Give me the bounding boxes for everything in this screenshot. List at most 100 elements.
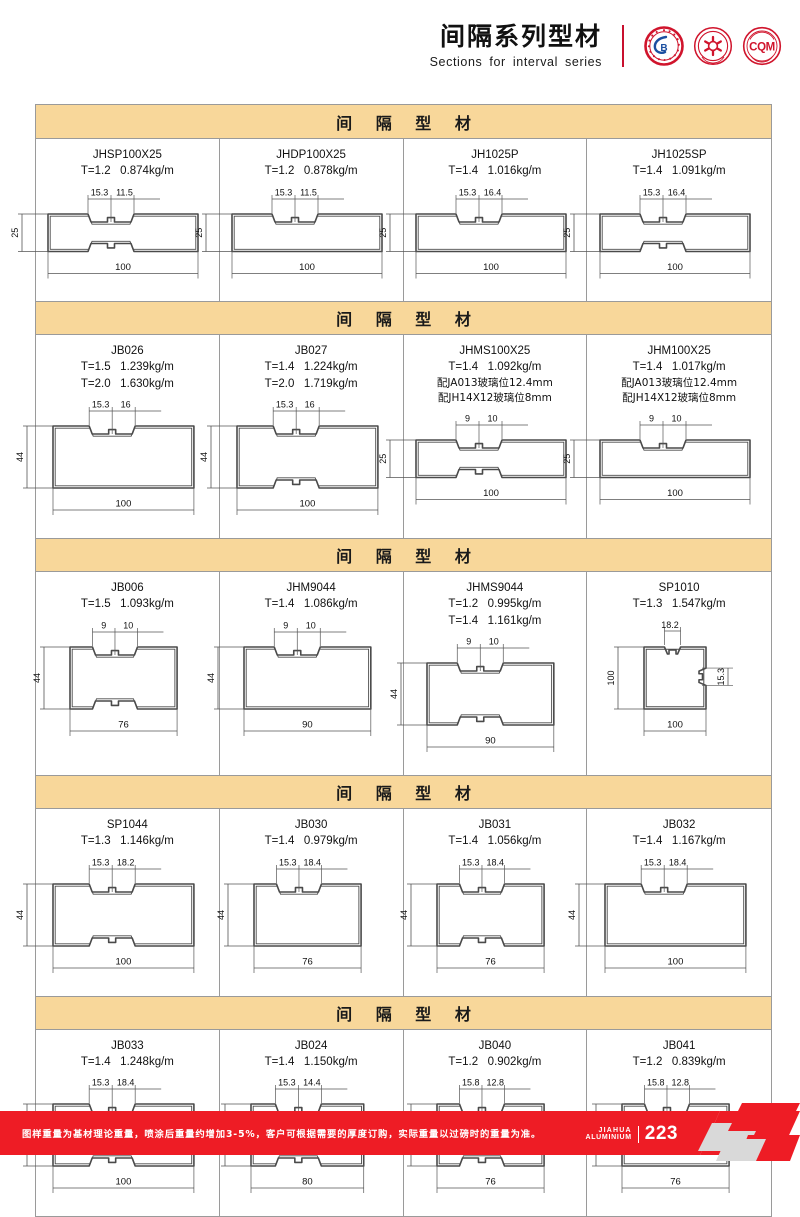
svg-text:9: 9 bbox=[465, 413, 470, 423]
svg-text:18.4: 18.4 bbox=[669, 857, 687, 867]
page-footer: 图样重量为基材理论重量，喷涂后重量约增加3-5%，客户可根据需要的厚度订购，实际… bbox=[0, 1099, 800, 1167]
section-band-2: 间 隔 型 材 bbox=[36, 301, 771, 336]
svg-text:100: 100 bbox=[115, 499, 131, 510]
svg-text:15.3: 15.3 bbox=[92, 1078, 110, 1088]
brand-name-cn: JIAHUA bbox=[598, 1126, 632, 1134]
profile-cell-JHMS9044[interactable]: JHMS9044 T=1.2 0.995kg/m T=1.4 1.161kg/m 9 1… bbox=[389, 572, 588, 776]
svg-text:25: 25 bbox=[378, 227, 388, 237]
svg-text:B: B bbox=[660, 43, 667, 54]
profile-code: JHDP100X25 bbox=[276, 149, 346, 161]
certification-seals: B CQM bbox=[644, 26, 782, 66]
svg-text:18.2: 18.2 bbox=[117, 857, 135, 867]
svg-text:44: 44 bbox=[216, 910, 226, 920]
profile-cross-section-drawing: 15.3 11.5 25 100 bbox=[6, 184, 248, 296]
profile-code: JB030 bbox=[294, 819, 328, 832]
profile-cross-section-drawing: 15.3 18.2 44 100 bbox=[11, 854, 244, 990]
svg-text:16.4: 16.4 bbox=[668, 187, 686, 197]
profile-cell-JH1025SP[interactable]: JH1025SP T=1.4 1.091kg/m 15.3 16.4 25 100 bbox=[562, 139, 771, 301]
svg-text:15.3: 15.3 bbox=[91, 187, 109, 197]
profile-row: JHSP100X25 T=1.2 0.874kg/m 15.3 11.5 25 100 JH… bbox=[10, 139, 771, 302]
section-band-label: 间 隔 型 材 bbox=[336, 784, 480, 804]
svg-text:18.2: 18.2 bbox=[661, 620, 679, 630]
svg-text:76: 76 bbox=[486, 956, 497, 967]
svg-text:16: 16 bbox=[304, 400, 314, 410]
svg-text:12.8: 12.8 bbox=[671, 1078, 689, 1088]
profile-note-2: 配JH14X12玻璃位8mm bbox=[437, 391, 552, 404]
profile-spec-secondary: T=1.4 1.161kg/m bbox=[448, 614, 542, 627]
profile-cross-section-drawing: 9 10 44 90 bbox=[385, 633, 604, 769]
profile-cross-section-drawing: 15.3 18.4 44 76 bbox=[395, 854, 594, 990]
svg-text:90: 90 bbox=[302, 719, 313, 730]
profile-cell-JB006[interactable]: JB006 T=1.5 1.093kg/m 9 10 44 76 bbox=[32, 572, 220, 776]
profile-code: JH1025P bbox=[471, 149, 519, 161]
gb-certification-seal-icon: B bbox=[644, 26, 684, 66]
profile-code: JB040 bbox=[478, 1039, 512, 1052]
profile-code: JB032 bbox=[662, 819, 696, 832]
profile-labels: JB033 T=1.4 1.248kg/m bbox=[81, 1038, 174, 1071]
profile-cell-SP1010[interactable]: SP1010 T=1.3 1.547kg/m 18.2 15.3 100 100 bbox=[587, 572, 771, 775]
header-title-block: 间隔系列型材 Sections for interval series bbox=[430, 22, 602, 69]
profile-spec: T=1.4 1.091kg/m bbox=[632, 165, 726, 178]
profile-cell-JHM9044[interactable]: JHM9044 T=1.4 1.086kg/m 9 10 44 90 bbox=[206, 572, 404, 776]
svg-text:25: 25 bbox=[194, 227, 204, 237]
profile-labels: JHSP100X25 T=1.2 0.874kg/m bbox=[81, 147, 174, 180]
brand-separator bbox=[637, 1125, 639, 1143]
svg-text:44: 44 bbox=[199, 452, 209, 462]
profile-code: JB024 bbox=[294, 1039, 328, 1052]
profile-cell-JB030[interactable]: JB030 T=1.4 0.979kg/m 15.3 18.4 44 76 bbox=[216, 809, 404, 996]
profile-labels: JHM100X25 T=1.4 1.017kg/m 配JA013玻璃位12.4mm 配… bbox=[621, 343, 737, 405]
svg-text:14.4: 14.4 bbox=[303, 1078, 321, 1088]
svg-text:76: 76 bbox=[670, 1177, 681, 1188]
profile-spec-secondary: T=2.0 1.630kg/m bbox=[80, 377, 174, 390]
section-band-4: 间 隔 型 材 bbox=[36, 775, 771, 810]
svg-text:9: 9 bbox=[101, 620, 106, 630]
svg-text:12.8: 12.8 bbox=[487, 1078, 505, 1088]
svg-text:100: 100 bbox=[115, 956, 131, 967]
svg-text:16.4: 16.4 bbox=[484, 187, 502, 197]
svg-text:9: 9 bbox=[283, 620, 288, 630]
profile-spec: T=1.4 1.167kg/m bbox=[632, 835, 726, 848]
profile-labels: JHMS9044 T=1.2 0.995kg/m T=1.4 1.161kg/m bbox=[448, 580, 541, 629]
profile-spec: T=1.4 1.016kg/m bbox=[448, 165, 542, 178]
profile-spec: T=1.4 1.224kg/m bbox=[264, 361, 358, 374]
profile-cell-JB026[interactable]: JB026 T=1.5 1.239kg/m T=2.0 1.630kg/m 15.3 1… bbox=[15, 335, 220, 539]
footer-disclaimer: 图样重量为基材理论重量，喷涂后重量约增加3-5%，客户可根据需要的厚度订购，实际… bbox=[22, 1129, 542, 1140]
svg-text:100: 100 bbox=[115, 1177, 131, 1188]
profile-cell-JH1025P[interactable]: JH1025P T=1.4 1.016kg/m 15.3 16.4 25 100 bbox=[378, 139, 588, 302]
profile-cell-SP1044[interactable]: SP1044 T=1.3 1.146kg/m 15.3 18.2 44 100 bbox=[15, 809, 220, 996]
profile-labels: JHMS100X25 T=1.4 1.092kg/m 配JA013玻璃位12.4mm… bbox=[437, 343, 553, 405]
profile-cell-JHSP100X25[interactable]: JHSP100X25 T=1.2 0.874kg/m 15.3 11.5 25 100 bbox=[10, 139, 220, 302]
profile-code: JH1025SP bbox=[651, 149, 707, 161]
profile-spec: T=1.2 0.878kg/m bbox=[264, 165, 358, 178]
profile-cell-JHDP100X25[interactable]: JHDP100X25 T=1.2 0.878kg/m 15.3 11.5 25 100 bbox=[194, 139, 404, 302]
svg-text:100: 100 bbox=[483, 488, 499, 499]
svg-text:25: 25 bbox=[378, 453, 388, 463]
profile-labels: JB030 T=1.4 0.979kg/m bbox=[265, 817, 358, 850]
svg-text:25: 25 bbox=[562, 227, 572, 237]
profile-cross-section-drawing: 9 10 25 100 bbox=[558, 410, 800, 522]
svg-text:100: 100 bbox=[667, 488, 683, 499]
profile-code: JHM9044 bbox=[286, 582, 336, 595]
svg-text:18.4: 18.4 bbox=[487, 857, 505, 867]
profile-cell-JB027[interactable]: JB027 T=1.4 1.224kg/m T=2.0 1.719kg/m 15.3 1… bbox=[199, 335, 404, 539]
profile-labels: JB031 T=1.4 1.056kg/m bbox=[448, 817, 541, 850]
profile-spec: T=1.5 1.239kg/m bbox=[80, 361, 174, 374]
page-header: 间隔系列型材 Sections for interval series bbox=[0, 0, 800, 92]
svg-text:44: 44 bbox=[567, 910, 577, 920]
svg-text:15.3: 15.3 bbox=[459, 187, 477, 197]
profile-labels: JB027 T=1.4 1.224kg/m T=2.0 1.719kg/m bbox=[265, 343, 358, 392]
profile-spec: T=1.5 1.093kg/m bbox=[80, 598, 174, 611]
profile-cell-JHMS100X25[interactable]: JHMS100X25 T=1.4 1.092kg/m 配JA013玻璃位12.4mm… bbox=[378, 335, 588, 539]
section-band-label: 间 隔 型 材 bbox=[336, 310, 480, 330]
profile-cell-JB032[interactable]: JB032 T=1.4 1.167kg/m 15.3 18.4 44 100 bbox=[567, 809, 771, 996]
profile-code: JHSP100X25 bbox=[92, 149, 162, 161]
profile-labels: JB024 T=1.4 1.150kg/m bbox=[265, 1038, 358, 1071]
profile-labels: JB032 T=1.4 1.167kg/m bbox=[633, 817, 726, 850]
svg-text:18.4: 18.4 bbox=[117, 1078, 135, 1088]
profile-code: SP1044 bbox=[106, 819, 148, 832]
profile-labels: JHDP100X25 T=1.2 0.878kg/m bbox=[265, 147, 358, 180]
profile-cell-JHM100X25[interactable]: JHM100X25 T=1.4 1.017kg/m 配JA013玻璃位12.4mm 配… bbox=[562, 335, 771, 538]
svg-text:9: 9 bbox=[649, 413, 654, 423]
profile-cell-JB031[interactable]: JB031 T=1.4 1.056kg/m 15.3 18.4 44 76 bbox=[399, 809, 588, 996]
profile-labels: JB040 T=1.2 0.902kg/m bbox=[448, 1038, 541, 1071]
